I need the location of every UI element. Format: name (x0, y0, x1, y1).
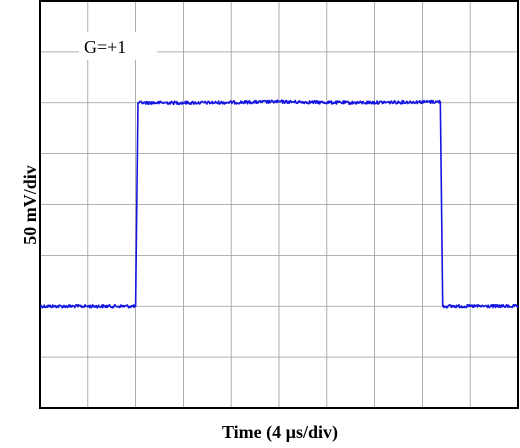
signal-trace (39, 99, 519, 309)
x-axis-label: Time (4 µs/div) (222, 422, 338, 443)
plot-frame (39, 0, 519, 409)
trace-layer (39, 99, 519, 309)
y-axis-label: 50 mV/div (20, 165, 40, 245)
gain-annotation: G=+1 (84, 37, 126, 57)
annotation-background (79, 32, 157, 60)
grid (40, 1, 518, 408)
